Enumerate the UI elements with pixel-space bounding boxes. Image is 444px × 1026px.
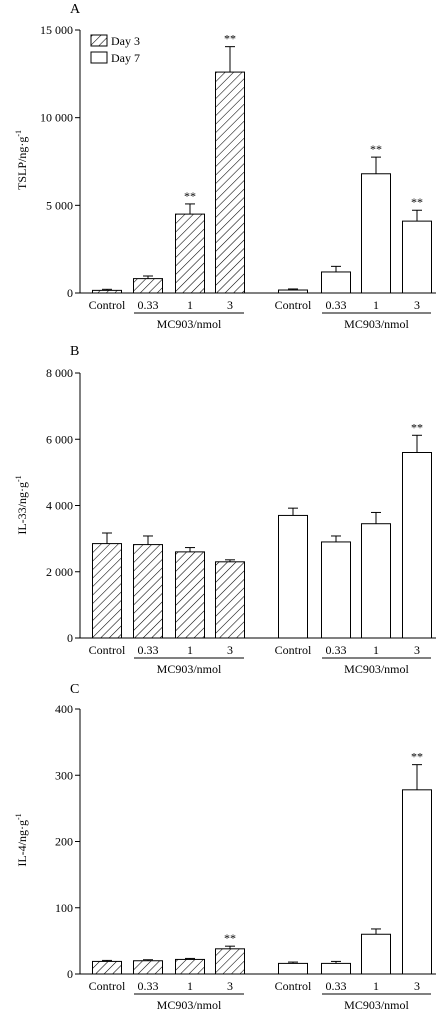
bar-hatch-1 <box>175 551 205 639</box>
bar-open-0_33 <box>321 271 351 294</box>
x-tick-label: 3 <box>414 298 420 312</box>
bar-hatch-0_33 <box>133 278 163 294</box>
bar-open-control <box>278 514 308 639</box>
legend-label: Day 3 <box>111 34 140 48</box>
bar-open-1 <box>361 523 391 639</box>
bar-hatch-control <box>92 289 122 294</box>
y-axis-label: TSLP/ng·g-1 <box>14 130 29 190</box>
x-tick-label: 3 <box>227 979 233 993</box>
significance-mark: ** <box>411 420 423 434</box>
x-tick-label: 0.33 <box>138 979 159 993</box>
y-axis-label-text: IL-33/ng·g <box>15 482 29 535</box>
bar-open-3 <box>402 220 432 294</box>
x-tick-label: 1 <box>373 643 379 657</box>
x-tick-label: 1 <box>187 298 193 312</box>
x-tick-label: 0.33 <box>326 298 347 312</box>
x-tick-label: 1 <box>373 979 379 993</box>
y-tick-label: 300 <box>55 768 73 782</box>
panel-a: A 0 5 000 10 000 15 000 TSLP/ng·g-1 ** ** Contro… <box>14 2 436 331</box>
y-tick-label: 5 000 <box>46 198 73 212</box>
significance-mark: ** <box>411 750 423 764</box>
legend-swatch-open <box>90 51 108 64</box>
x-tick-label: 3 <box>414 979 420 993</box>
group-label: MC903/nmol <box>344 662 409 676</box>
y-tick-label: 10 000 <box>40 111 73 125</box>
y-tick-label: 6 000 <box>46 432 73 446</box>
bar-hatch-3 <box>215 561 245 639</box>
panel-label: A <box>70 2 81 17</box>
y-tick-label: 15 000 <box>40 23 73 37</box>
panel-label: B <box>70 344 79 359</box>
y-tick-label: 8 000 <box>46 366 73 380</box>
x-tick-label: 1 <box>187 979 193 993</box>
bar-hatch-1 <box>175 213 205 294</box>
bar-open-0_33 <box>321 541 351 639</box>
x-tick-label: 1 <box>373 298 379 312</box>
bar-hatch-3 <box>215 71 245 294</box>
x-tick-label: Control <box>275 643 312 657</box>
group-label: MC903/nmol <box>157 998 222 1012</box>
panel-b: B 0 2 000 4 000 6 000 8 000 IL-33/ng·g-1 Contro… <box>14 344 436 676</box>
x-tick-label: Control <box>89 979 126 993</box>
bar-open-3 <box>402 452 432 639</box>
bar-open-0_33 <box>321 962 351 975</box>
bar-hatch-3 <box>215 948 245 975</box>
group-label: MC903/nmol <box>157 317 222 331</box>
x-tick-label: Control <box>89 298 126 312</box>
y-tick-label: 2 000 <box>46 565 73 579</box>
panel-c: C 0 100 200 300 400 IL-4/ng·g-1 ** Control 0.33 1 3… <box>14 682 436 1012</box>
significance-mark: ** <box>370 142 382 156</box>
panel-label: C <box>70 682 79 697</box>
x-tick-label: 0.33 <box>138 298 159 312</box>
y-axis-label-superscript: -1 <box>14 475 23 482</box>
y-tick-label: 0 <box>67 631 73 645</box>
y-tick-label: 4 000 <box>46 499 73 513</box>
x-tick-label: 3 <box>227 298 233 312</box>
x-tick-label: 0.33 <box>138 643 159 657</box>
y-axis-label: IL-33/ng·g-1 <box>14 475 29 534</box>
x-tick-label: Control <box>275 979 312 993</box>
significance-mark: ** <box>224 32 236 46</box>
bar-open-3 <box>402 789 432 975</box>
y-axis-label: IL-4/ng·g-1 <box>14 813 29 866</box>
bar-hatch-0_33 <box>133 960 163 975</box>
significance-mark: ** <box>184 189 196 203</box>
significance-mark: ** <box>224 931 236 945</box>
bar-hatch-0_33 <box>133 544 163 639</box>
group-label: MC903/nmol <box>344 998 409 1012</box>
significance-mark: ** <box>411 195 423 209</box>
legend-label: Day 7 <box>111 51 140 65</box>
x-tick-label: 0.33 <box>326 979 347 993</box>
bar-open-control <box>278 962 308 975</box>
y-axis-label-text: TSLP/ng·g <box>15 137 29 190</box>
x-tick-label: 1 <box>187 643 193 657</box>
y-axis-label-superscript: -1 <box>14 813 23 820</box>
x-tick-label: 3 <box>227 643 233 657</box>
y-tick-label: 200 <box>55 835 73 849</box>
y-tick-label: 100 <box>55 901 73 915</box>
legend: Day 3 Day 7 <box>90 34 140 65</box>
bar-hatch-1 <box>175 958 205 975</box>
x-tick-label: Control <box>89 643 126 657</box>
y-axis-label-superscript: -1 <box>14 130 23 137</box>
bar-open-control <box>278 289 308 294</box>
x-tick-label: Control <box>275 298 312 312</box>
y-tick-label: 400 <box>55 702 73 716</box>
bar-hatch-control <box>92 543 122 639</box>
y-tick-label: 0 <box>67 286 73 300</box>
y-axis-label-text: IL-4/ng·g <box>15 820 29 867</box>
bar-hatch-control <box>92 960 122 975</box>
x-tick-label: 0.33 <box>326 643 347 657</box>
bar-open-1 <box>361 173 391 294</box>
group-label: MC903/nmol <box>344 317 409 331</box>
x-tick-label: 3 <box>414 643 420 657</box>
y-tick-label: 0 <box>67 967 73 981</box>
group-label: MC903/nmol <box>157 662 222 676</box>
bar-open-1 <box>361 933 391 975</box>
legend-swatch-hatch <box>90 34 108 47</box>
